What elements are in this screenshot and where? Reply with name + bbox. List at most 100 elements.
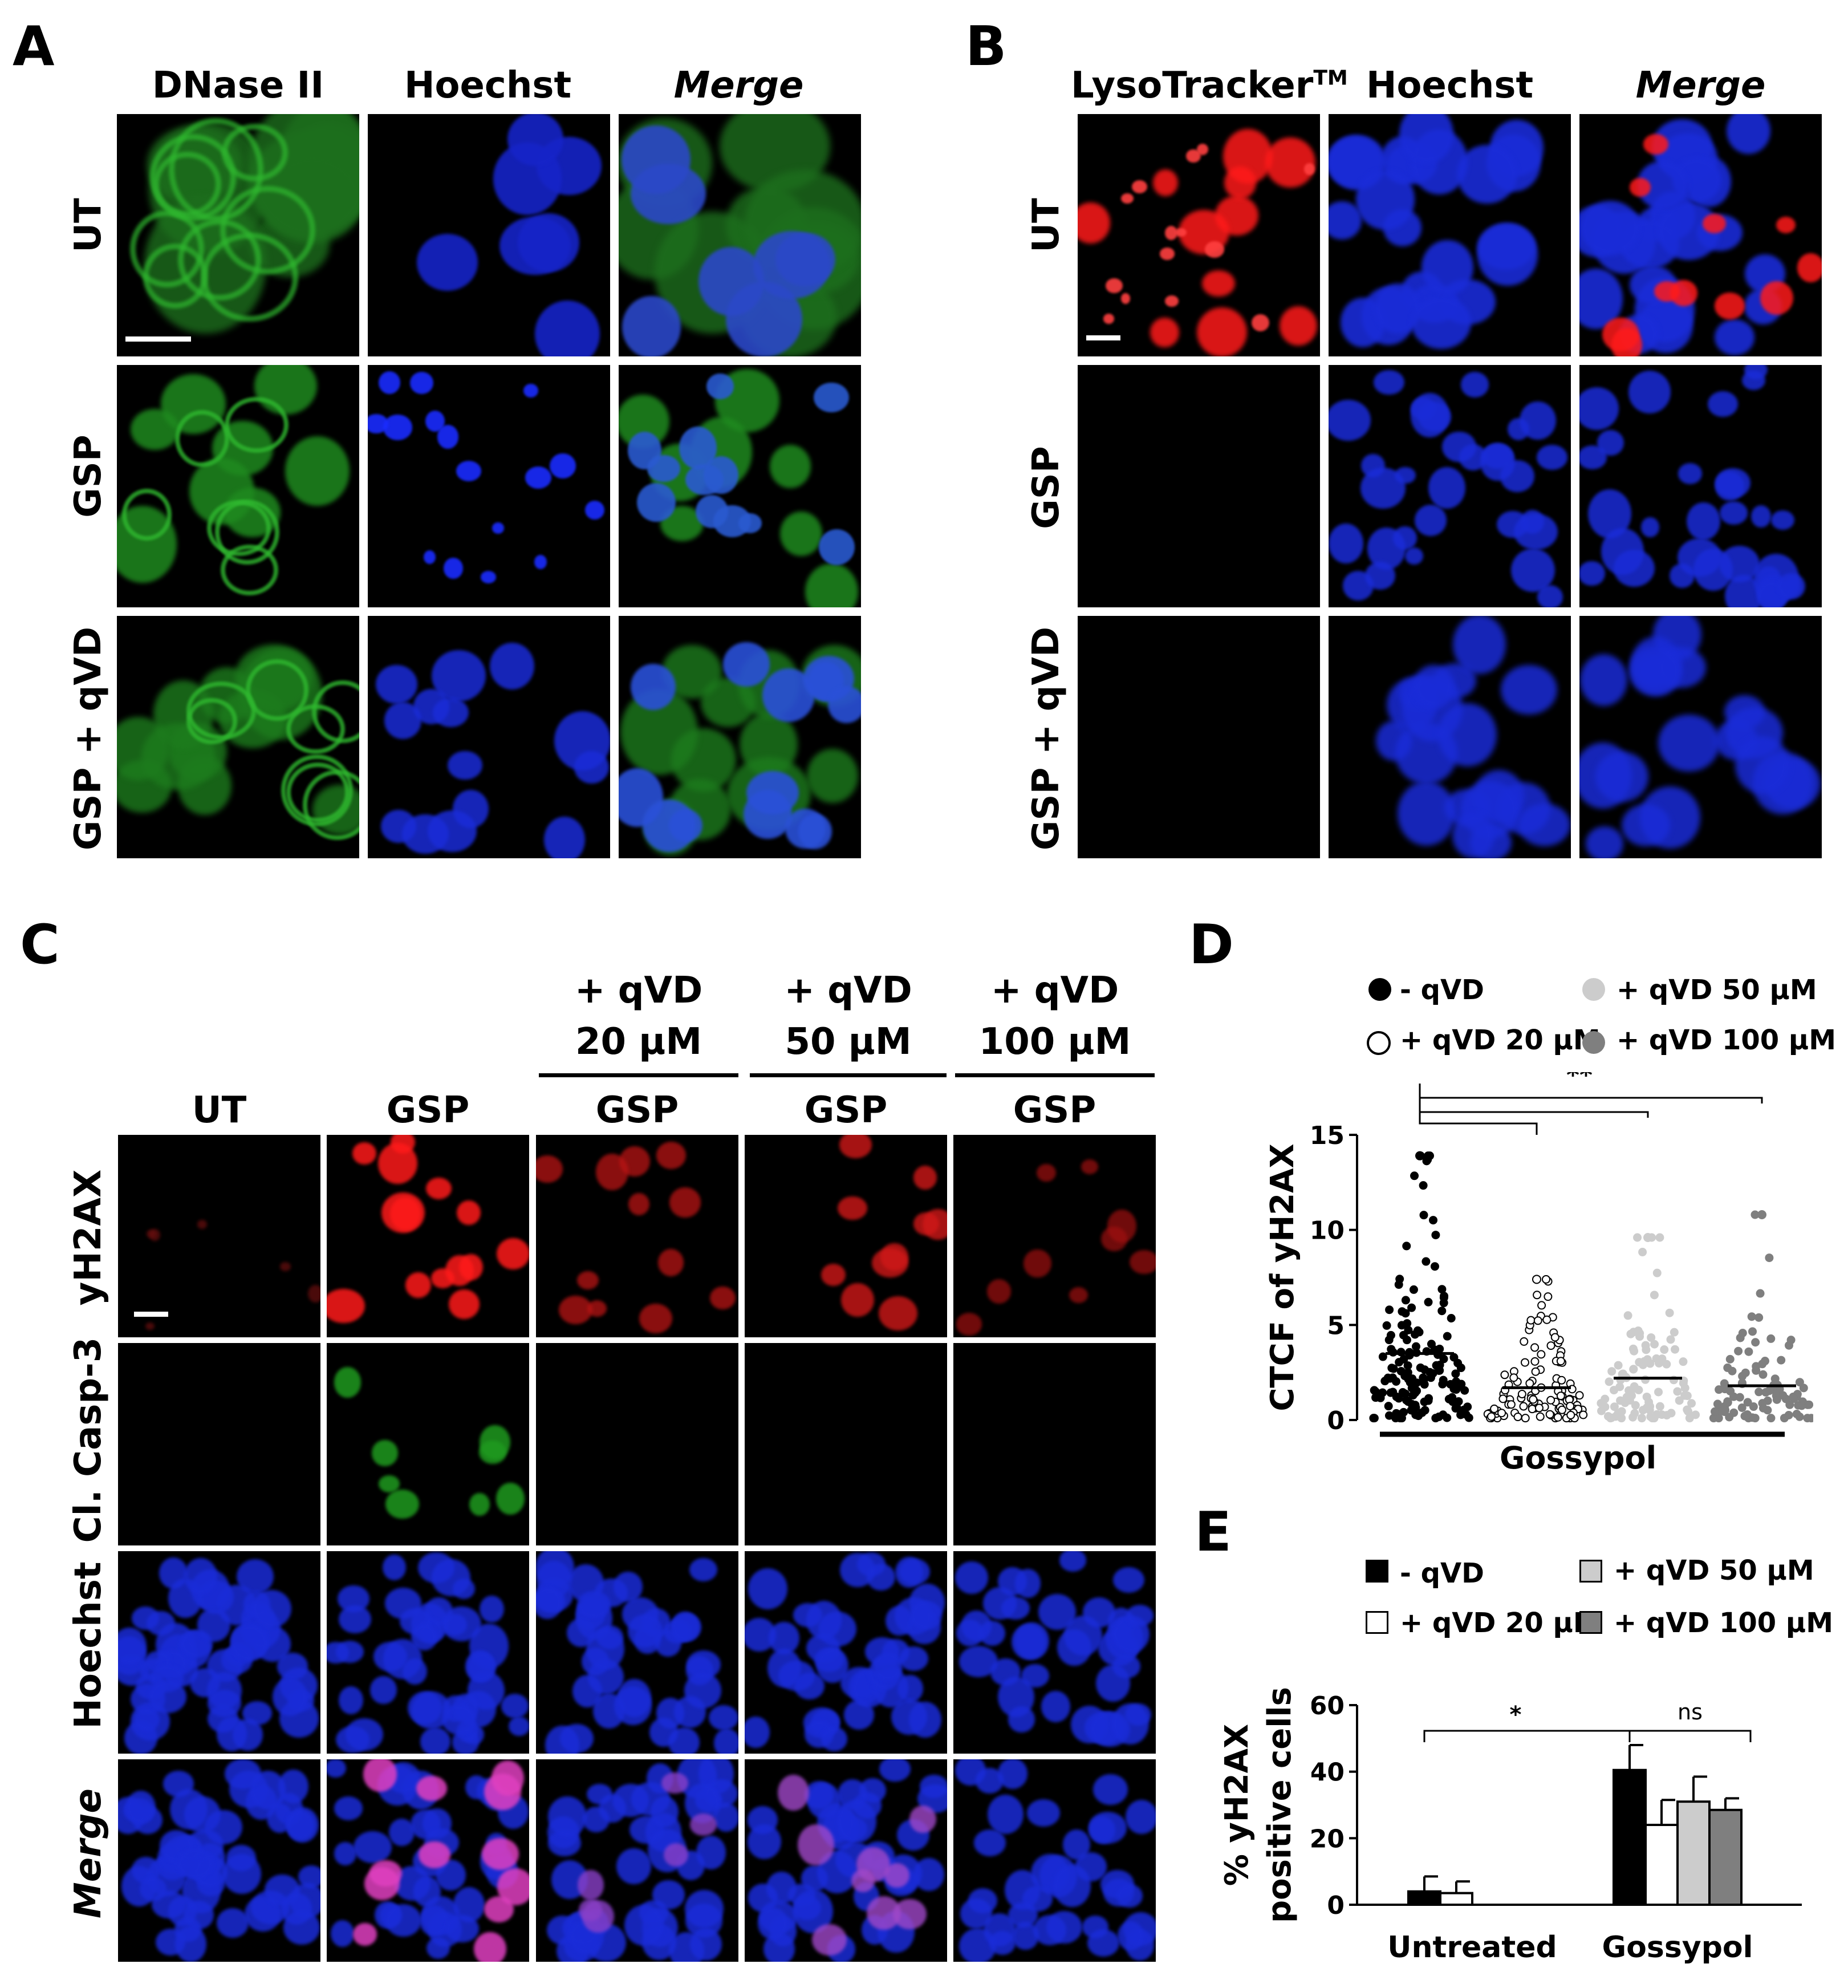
significance-bracket: [1419, 1084, 1763, 1135]
scatter-point: [1720, 1385, 1729, 1394]
legend-d-qvd100-marker: [1582, 1031, 1605, 1054]
panel-a-col-merge: Merge: [673, 64, 804, 107]
scatter-point: [1675, 1396, 1684, 1405]
scatter-point: [1792, 1409, 1801, 1418]
bar: [1407, 1890, 1441, 1906]
scatter-point: [1550, 1333, 1559, 1342]
scatter-point: [1537, 1301, 1546, 1310]
scatter-point: [1751, 1338, 1760, 1347]
panel-c-image: [116, 1133, 322, 1339]
panel-c-row-hoechst: Hoechst: [67, 1561, 109, 1729]
legend-e-qvd100: + qVD 100 µM: [1614, 1607, 1833, 1639]
scatter-point: [1662, 1360, 1671, 1369]
panel-c-group-20-rule: [539, 1073, 738, 1077]
panel-c-image: [325, 1758, 531, 1963]
scatter-point: [1643, 1233, 1652, 1242]
panel-b-row-ut: UT: [1025, 198, 1067, 253]
scatter-point: [1766, 1334, 1776, 1343]
significance-label: *: [1510, 1702, 1522, 1728]
legend-e-qvd100-swatch: [1579, 1611, 1602, 1634]
scatter-point: [1398, 1387, 1407, 1397]
scatter-point: [1607, 1367, 1617, 1376]
scatter-point: [1626, 1329, 1635, 1338]
scatter-point: [1438, 1380, 1447, 1389]
scatter-point: [1521, 1414, 1530, 1423]
panel-a-image: [366, 363, 612, 609]
scatter-point: [1740, 1411, 1749, 1421]
panel-c-row-merge: Merge: [67, 1788, 109, 1918]
scale-bar: [134, 1312, 168, 1317]
panel-c-image: [743, 1758, 949, 1963]
panel-b-label: B: [965, 15, 1007, 78]
scatter-point: [1443, 1332, 1452, 1341]
panel-c-image: [534, 1341, 740, 1547]
scatter-point: [1566, 1402, 1575, 1411]
panel-b-image: [1327, 363, 1573, 609]
panel-c-image: [534, 1758, 740, 1963]
scatter-point: [1369, 1414, 1378, 1423]
panel-b-image: [1578, 363, 1823, 609]
y-tick-label: 60: [1311, 1691, 1345, 1721]
panel-b-image: [1076, 614, 1322, 860]
scatter-point: [1521, 1358, 1529, 1367]
scatter-point: [1513, 1413, 1522, 1422]
scatter-point: [1536, 1412, 1545, 1421]
panel-b-row-gsp: GSP: [1025, 446, 1067, 529]
scatter-point: [1631, 1401, 1640, 1410]
scatter-point: [1387, 1345, 1396, 1354]
bar: [1644, 1824, 1679, 1906]
panel-a-col-dnase: DNase II: [152, 64, 324, 107]
scatter-point: [1529, 1395, 1538, 1404]
panel-a-image: [617, 614, 863, 860]
scatter-point: [1748, 1327, 1757, 1336]
scatter-point: [1449, 1384, 1459, 1393]
scatter-point: [1758, 1403, 1768, 1413]
significance-bracket: [1423, 1730, 1752, 1742]
panel-c-group-50-line1: + qVD: [784, 969, 912, 1012]
panel-c-row-yh2ax: yH2AX: [67, 1169, 109, 1306]
panel-c-image: [952, 1758, 1157, 1963]
panel-e-label: E: [1195, 1501, 1232, 1564]
scatter-point: [1391, 1414, 1400, 1423]
scatter-point: [1614, 1361, 1623, 1370]
scatter-point: [1737, 1403, 1747, 1412]
legend-d-no-qvd-marker: [1368, 978, 1391, 1001]
panel-c-group-50-line2: 50 µM: [785, 1021, 912, 1063]
scatter-point: [1784, 1341, 1793, 1350]
scatter-point: [1500, 1370, 1509, 1380]
scatter-point: [1637, 1414, 1646, 1423]
scatter-point: [1744, 1347, 1753, 1356]
y-tick-label: 0: [1327, 1891, 1345, 1920]
scatter-point: [1725, 1413, 1734, 1422]
scatter-point: [1519, 1402, 1528, 1411]
scatter-point: [1399, 1354, 1408, 1364]
scatter-point: [1735, 1393, 1744, 1402]
scatter-point: [1437, 1307, 1447, 1316]
scatter-point: [1765, 1253, 1774, 1263]
scatter-point: [1487, 1412, 1496, 1421]
scatter-point: [1687, 1399, 1696, 1408]
legend-d-qvd20: + qVD 20 µM: [1400, 1024, 1601, 1056]
scatter-point: [1378, 1352, 1387, 1361]
scatter-point: [1638, 1248, 1647, 1257]
scatter-point: [1758, 1370, 1768, 1379]
scatter-point: [1629, 1365, 1638, 1374]
scatter-point: [1509, 1373, 1518, 1382]
scatter-point: [1407, 1303, 1416, 1312]
scatter-point: [1642, 1345, 1651, 1354]
scatter-point: [1420, 1380, 1429, 1389]
scatter-point: [1772, 1395, 1781, 1404]
scatter-point: [1749, 1402, 1758, 1411]
scatter-point: [1575, 1391, 1584, 1400]
panel-b-image: [1327, 112, 1573, 358]
scatter-point: [1805, 1400, 1813, 1409]
scatter-point: [1386, 1330, 1395, 1340]
legend-d-qvd100: + qVD 100 µM: [1617, 1024, 1836, 1056]
scatter-point: [1403, 1319, 1412, 1328]
panel-c-image: [534, 1133, 740, 1339]
bar: [1439, 1892, 1473, 1906]
trademark-text: TM: [1313, 66, 1348, 90]
scatter-point: [1541, 1275, 1550, 1284]
scatter-point: [1795, 1378, 1804, 1387]
scatter-point: [1394, 1394, 1403, 1403]
